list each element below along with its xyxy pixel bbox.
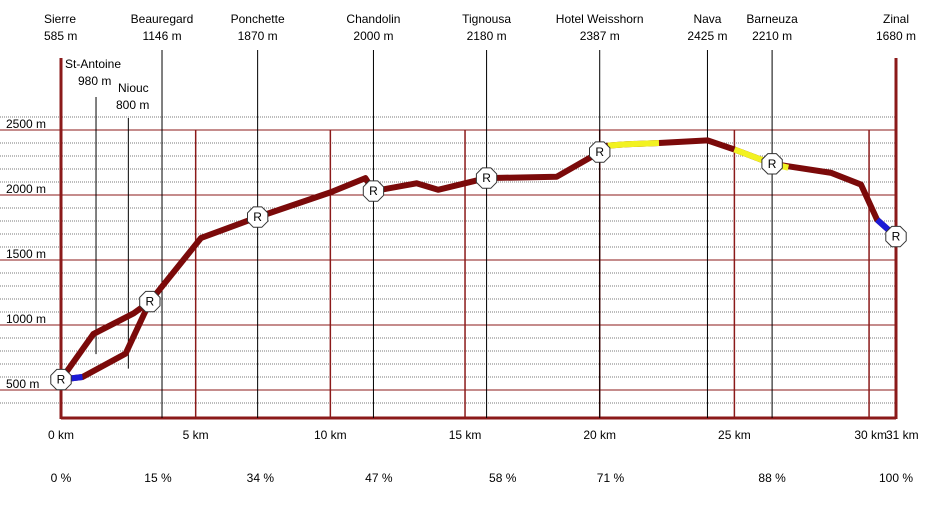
- route-marker: [475, 167, 498, 189]
- x-tick-label: 30 km: [854, 428, 887, 442]
- route-marker-label: R: [57, 373, 66, 387]
- route-marker-label: R: [146, 295, 155, 309]
- place-name: Beauregard: [131, 12, 194, 26]
- place-altitude: 1870 m: [238, 29, 278, 43]
- route-markers: R R R R R R R R: [50, 141, 907, 391]
- place-altitude: 1146 m: [142, 29, 181, 43]
- place-name: Hotel Weisshorn: [556, 12, 644, 26]
- percent-label: 58 %: [489, 471, 517, 485]
- percent-label: 0 %: [51, 471, 72, 485]
- y-tick-label: 2500 m: [6, 117, 46, 131]
- x-tick-label: 5 km: [183, 428, 209, 442]
- place-name: Nava: [693, 12, 721, 26]
- percent-label: 15 %: [144, 471, 172, 485]
- place-name: Barneuza: [746, 12, 798, 26]
- chart-frame: [59, 58, 898, 420]
- route-marker: [885, 225, 907, 248]
- x-tick-label: 31 km: [886, 428, 919, 442]
- place-altitude: 2387 m: [580, 29, 620, 43]
- place-leader-lines: [95, 50, 773, 418]
- y-tick-label: 1500 m: [6, 247, 46, 261]
- percent-label: 71 %: [597, 471, 625, 485]
- place-name: Sierre: [44, 12, 76, 26]
- percent-label: 88 %: [758, 471, 786, 485]
- y-tick-label: 500 m: [6, 377, 39, 391]
- y-tick-label: 1000 m: [6, 312, 46, 326]
- place-altitude: 2000 m: [353, 29, 393, 43]
- place-altitude: 1680 m: [876, 29, 916, 43]
- place-name: Tignousa: [462, 12, 511, 26]
- percent-label: 34 %: [247, 471, 275, 485]
- route-marker: [362, 180, 385, 202]
- percent-label: 47 %: [365, 471, 393, 485]
- side-place-name: St-Antoine: [65, 57, 121, 71]
- route-marker-label: R: [482, 171, 491, 185]
- place-altitude: 2210 m: [752, 29, 792, 43]
- route-marker: [139, 290, 161, 313]
- percent-label: 100 %: [879, 471, 913, 485]
- place-name: Ponchette: [231, 12, 285, 26]
- route-marker: [589, 141, 611, 163]
- y-tick-label: 2000 m: [6, 182, 46, 196]
- place-name: Chandolin: [346, 12, 400, 26]
- route-marker-label: R: [768, 157, 777, 171]
- route-marker-label: R: [595, 145, 604, 159]
- route-marker-label: R: [892, 230, 901, 244]
- x-tick-label: 0 km: [48, 428, 74, 442]
- route-marker-label: R: [253, 210, 262, 224]
- place-altitude: 2425 m: [687, 29, 727, 43]
- side-place-altitude: 800 m: [116, 98, 149, 112]
- x-tick-label: 25 km: [718, 428, 751, 442]
- x-tick-label: 20 km: [583, 428, 616, 442]
- axis-labels: 500 m 1000 m 1500 m 2000 m 2500 m Sierre 585 m…: [6, 12, 919, 485]
- route-marker: [247, 206, 269, 228]
- x-tick-label: 15 km: [449, 428, 482, 442]
- x-tick-label: 10 km: [314, 428, 347, 442]
- route-segment-gravel: [607, 140, 660, 149]
- place-altitude: 2180 m: [467, 29, 507, 43]
- route-marker: [50, 368, 72, 391]
- place-altitude: 585 m: [44, 29, 77, 43]
- side-place-name: Niouc: [118, 81, 149, 95]
- route-marker: [761, 153, 783, 175]
- place-name: Zinal: [883, 12, 909, 26]
- route-marker-label: R: [369, 184, 378, 198]
- side-place-altitude: 980 m: [78, 74, 111, 88]
